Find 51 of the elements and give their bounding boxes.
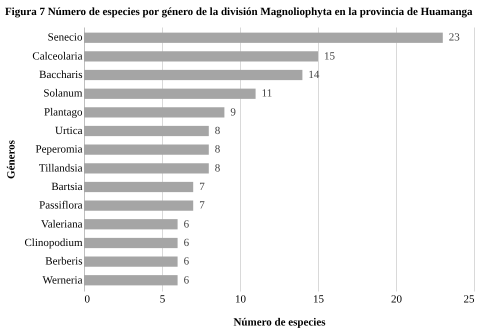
data-label: 8 (214, 125, 221, 138)
data-label: 7 (199, 200, 206, 212)
bar (84, 32, 443, 43)
y-tick-label: Solanum (43, 88, 83, 100)
bar (84, 51, 318, 62)
y-tick-label: Valeriana (40, 218, 83, 230)
y-tick-label: Baccharis (39, 69, 82, 82)
data-label: 8 (214, 162, 221, 174)
data-label: 6 (184, 218, 190, 230)
y-tick-label: Berberis (45, 256, 82, 268)
bar (84, 126, 209, 136)
y-tick-label: Passiflora (39, 200, 83, 212)
y-tick-label: Tillandsia (38, 162, 83, 174)
bar (84, 219, 178, 230)
x-tick-label: 20 (391, 294, 402, 306)
x-tick-label: 0 (84, 294, 90, 306)
y-tick-label: Calceolaria (32, 50, 83, 62)
bar (84, 275, 178, 286)
bar (84, 182, 194, 192)
y-tick-label: Bartsia (51, 180, 83, 193)
x-tick-label: 10 (235, 294, 246, 306)
data-label: 6 (184, 236, 190, 249)
y-tick-label: Urtica (55, 125, 83, 138)
y-axis-title: Géneros (5, 139, 18, 179)
y-tick-label: Senecio (48, 32, 83, 44)
y-tick-label: Peperomia (35, 144, 83, 156)
data-label: 14 (308, 69, 320, 82)
data-label: 11 (262, 88, 272, 100)
bar (84, 88, 256, 99)
bar (84, 200, 194, 211)
bar (84, 163, 209, 174)
y-tick-label: Clinopodium (24, 236, 83, 249)
x-tick-label: 25 (464, 294, 475, 306)
bar (84, 107, 224, 118)
bar (84, 144, 209, 155)
x-axis-title: Número de especies (233, 316, 326, 328)
data-label: 7 (199, 180, 206, 193)
data-label: 9 (230, 106, 236, 118)
y-tick-label: Werneria (42, 274, 83, 286)
y-tick-label: Plantago (44, 106, 83, 118)
data-label: 23 (448, 32, 460, 44)
data-label: 15 (324, 50, 336, 62)
data-label: 6 (184, 256, 190, 268)
x-tick-label: 15 (313, 294, 324, 306)
bar (84, 70, 302, 80)
x-tick-label: 5 (160, 294, 166, 306)
data-label: 8 (214, 144, 221, 156)
bar (84, 256, 178, 267)
data-label: 6 (184, 274, 190, 286)
bar (84, 238, 178, 248)
chart-title: Figura 7 Número de especies por género de la división Magnoliophyta en la provincia de Huamanga (4, 6, 474, 18)
